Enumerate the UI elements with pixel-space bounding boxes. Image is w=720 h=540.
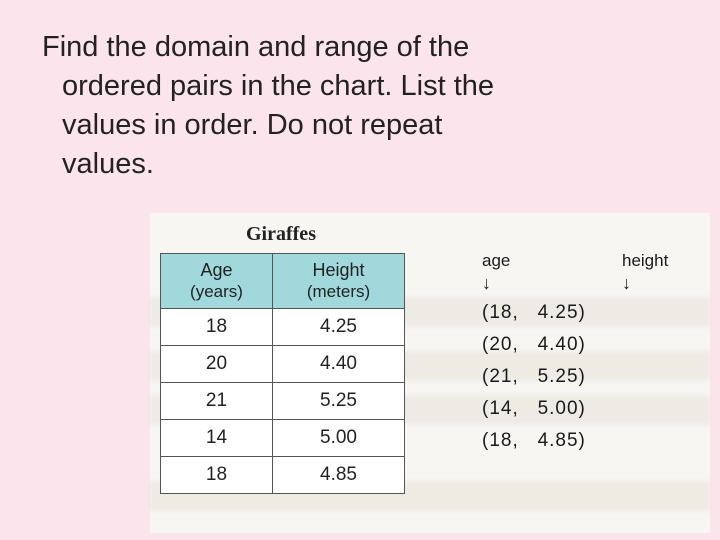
cell-age: 21 bbox=[161, 382, 273, 419]
pairs-arrows: ↓ ↓ bbox=[482, 273, 668, 294]
table-header-age: Age (years) bbox=[161, 254, 273, 309]
label-height: height bbox=[622, 251, 668, 271]
cell-height: 4.85 bbox=[273, 456, 405, 493]
header-height-top: Height bbox=[312, 260, 364, 280]
cell-age: 20 bbox=[161, 345, 273, 382]
pair-row: (14, 5.00) bbox=[482, 398, 668, 420]
table-header-height: Height (meters) bbox=[273, 254, 405, 309]
header-age-top: Age bbox=[200, 260, 232, 280]
pair-row: (21, 5.25) bbox=[482, 366, 668, 388]
header-age-sub: (years) bbox=[179, 282, 254, 302]
cell-height: 4.25 bbox=[273, 308, 405, 345]
pair-row: (20, 4.40) bbox=[482, 334, 668, 356]
down-arrow-icon: ↓ bbox=[622, 273, 662, 294]
prompt-line-2: ordered pairs in the chart. List the bbox=[42, 67, 690, 106]
pairs-labels: age height bbox=[482, 251, 668, 271]
giraffe-table: Age (years) Height (meters) 18 4.25 20 4… bbox=[160, 253, 405, 494]
cell-age: 14 bbox=[161, 419, 273, 456]
cell-height: 5.25 bbox=[273, 382, 405, 419]
pair-row: (18, 4.85) bbox=[482, 430, 668, 452]
ordered-pairs-region: age height ↓ ↓ (18, 4.25) (20, 4.40) (21… bbox=[482, 251, 668, 462]
pair-row: (18, 4.25) bbox=[482, 302, 668, 324]
table-row: 18 4.25 bbox=[161, 308, 405, 345]
table-title: Giraffes bbox=[246, 223, 316, 246]
figure-area: Giraffes Age (years) Height (meters) 18 … bbox=[150, 213, 710, 533]
header-height-sub: (meters) bbox=[291, 282, 386, 302]
cell-height: 5.00 bbox=[273, 419, 405, 456]
prompt-line-4: values. bbox=[42, 145, 690, 184]
label-age: age bbox=[482, 251, 522, 271]
table-row: 21 5.25 bbox=[161, 382, 405, 419]
table-row: 14 5.00 bbox=[161, 419, 405, 456]
cell-height: 4.40 bbox=[273, 345, 405, 382]
table-row: 20 4.40 bbox=[161, 345, 405, 382]
prompt-line-1: Find the domain and range of the bbox=[42, 28, 690, 67]
prompt-line-3: values in order. Do not repeat bbox=[42, 106, 690, 145]
prompt-text: Find the domain and range of the ordered… bbox=[0, 0, 720, 185]
cell-age: 18 bbox=[161, 456, 273, 493]
table-row: 18 4.85 bbox=[161, 456, 405, 493]
down-arrow-icon: ↓ bbox=[482, 273, 522, 294]
cell-age: 18 bbox=[161, 308, 273, 345]
